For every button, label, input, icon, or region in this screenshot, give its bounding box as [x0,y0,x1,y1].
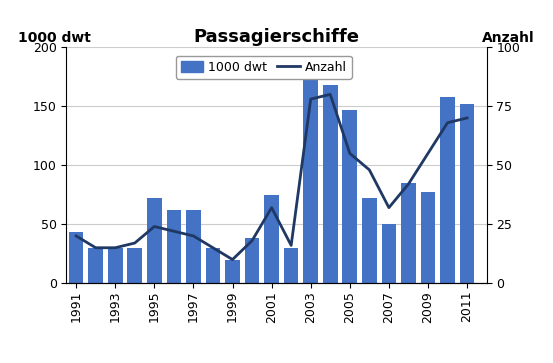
Bar [401,183,416,283]
Bar [225,260,240,283]
Bar [382,224,397,283]
Bar [88,248,103,283]
Bar [206,248,220,283]
Text: Anzahl: Anzahl [482,31,535,45]
Bar [342,110,357,283]
Title: Passagierschiffe: Passagierschiffe [194,28,359,46]
Bar [284,248,299,283]
Bar [362,198,377,283]
Text: 1000 dwt: 1000 dwt [18,31,91,45]
Bar [69,232,84,283]
Legend: 1000 dwt, Anzahl: 1000 dwt, Anzahl [176,56,352,79]
Bar [147,198,161,283]
Bar [264,195,279,283]
Bar [440,97,455,283]
Bar [127,248,142,283]
Bar [421,192,435,283]
Bar [186,210,201,283]
Bar [166,210,181,283]
Bar [304,77,318,283]
Bar [460,104,474,283]
Bar [245,238,259,283]
Bar [108,248,123,283]
Bar [323,85,337,283]
